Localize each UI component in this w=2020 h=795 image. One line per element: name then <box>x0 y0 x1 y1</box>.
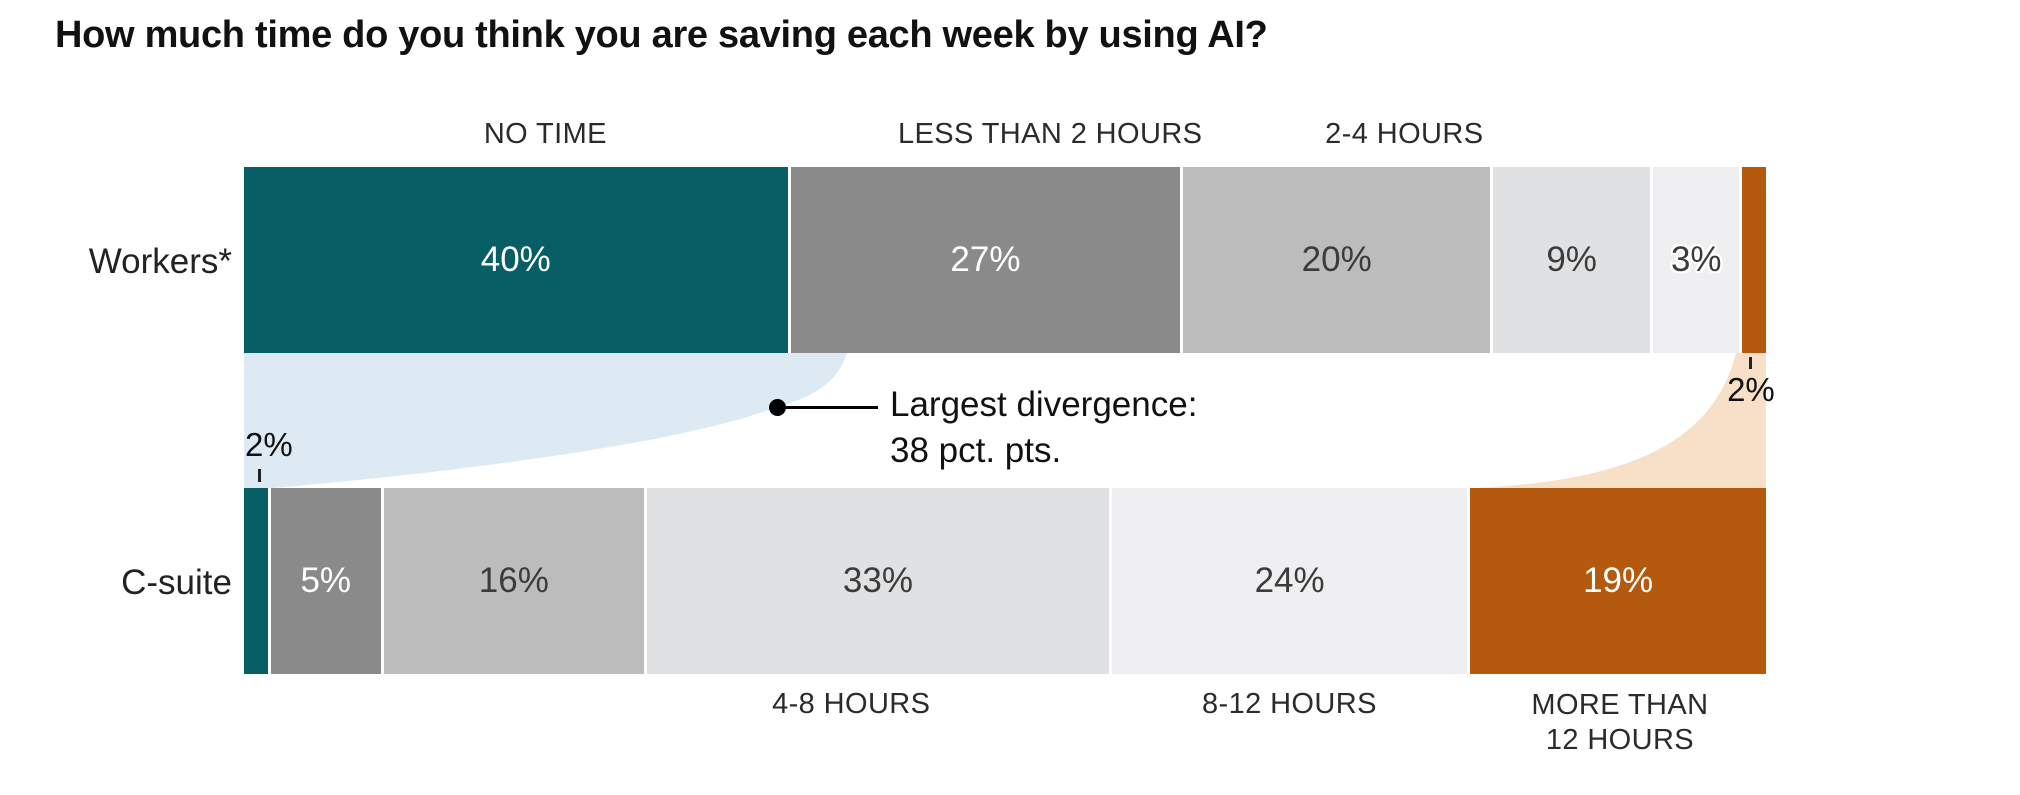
category-label-2-4-hours: 2-4 HOURS <box>1325 118 1484 150</box>
workers-bar: 40% 27% 20% 9% 3% <box>244 167 1766 353</box>
bar-segment-2-4-hours: 20% <box>1183 167 1494 353</box>
category-label-8-12-hours: 8-12 HOURS <box>1201 688 1377 720</box>
annotation-line-1: Largest divergence: <box>890 385 1198 424</box>
bar-segment-4-8-hours: 33% <box>646 488 1113 674</box>
annotation-line-2: 38 pct. pts. <box>890 431 1062 470</box>
category-label-no-time: NO TIME <box>483 118 607 150</box>
flow-more-than-12-workers-to-csuite <box>1473 353 1766 488</box>
row-label-workers: Workers* <box>88 242 232 281</box>
bar-segment-more-than-12-hours: 19% <box>1470 488 1766 674</box>
workers-more-than-12-label: 2% <box>1727 371 1775 408</box>
row-label-csuite: C-suite <box>121 563 232 602</box>
bar-segment-less-than-2-hours: 5% <box>270 488 384 674</box>
csuite-teal-tick <box>257 469 261 482</box>
page-title: How much time do you think you are savin… <box>55 14 1268 56</box>
flow-no-time-workers-to-csuite <box>244 353 847 488</box>
segment-value-label: 27% <box>950 240 1021 279</box>
segment-value-label: 19% <box>1583 561 1654 600</box>
divergence-annotation: Largest divergence: 38 pct. pts. <box>890 382 1197 474</box>
segment-value-label: 33% <box>842 561 913 600</box>
bar-segment-no-time <box>244 488 271 674</box>
segment-value-label: 16% <box>478 561 549 600</box>
category-label-less-than-2-hours: LESS THAN 2 HOURS <box>898 118 1203 150</box>
bar-segment-more-than-12-hours <box>1742 167 1766 353</box>
bar-segment-8-12-hours: 24% <box>1112 488 1471 674</box>
bar-segment-8-12-hours: 3% <box>1653 167 1743 353</box>
segment-value-label: 40% <box>480 240 551 279</box>
category-label-more-than-12-hours: MORE THAN 12 HOURS <box>1531 689 1709 756</box>
segment-value-label: 3% <box>1670 240 1722 279</box>
bar-segment-less-than-2-hours: 27% <box>790 167 1184 353</box>
csuite-bar: 5% 16% 33% 24% 19% <box>244 488 1766 674</box>
bar-segment-no-time: 40% <box>244 167 791 353</box>
bar-segment-2-4-hours: 16% <box>383 488 647 674</box>
divergence-dot <box>769 399 786 416</box>
divergence-leader-line <box>786 406 878 409</box>
csuite-no-time-label: 2% <box>245 426 293 463</box>
category-label-4-8-hours: 4-8 HOURS <box>772 688 931 720</box>
bar-segment-4-8-hours: 9% <box>1493 167 1654 353</box>
segment-value-label: 9% <box>1546 240 1597 279</box>
segment-value-label: 20% <box>1301 240 1372 279</box>
flow-ribbons <box>244 353 1766 488</box>
segment-value-label: 5% <box>300 561 352 600</box>
segment-value-label: 24% <box>1254 561 1325 600</box>
workers-orange-tick <box>1749 357 1753 369</box>
